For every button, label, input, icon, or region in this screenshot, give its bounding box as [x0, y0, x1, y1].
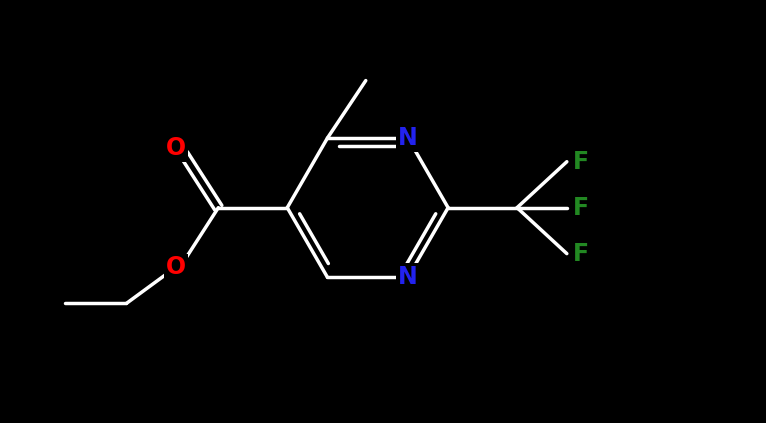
Text: O: O	[166, 136, 186, 160]
Text: N: N	[398, 265, 417, 289]
Text: O: O	[166, 255, 186, 280]
Text: F: F	[572, 150, 589, 174]
Text: N: N	[398, 126, 417, 150]
Text: F: F	[572, 242, 589, 266]
Text: F: F	[572, 196, 589, 220]
